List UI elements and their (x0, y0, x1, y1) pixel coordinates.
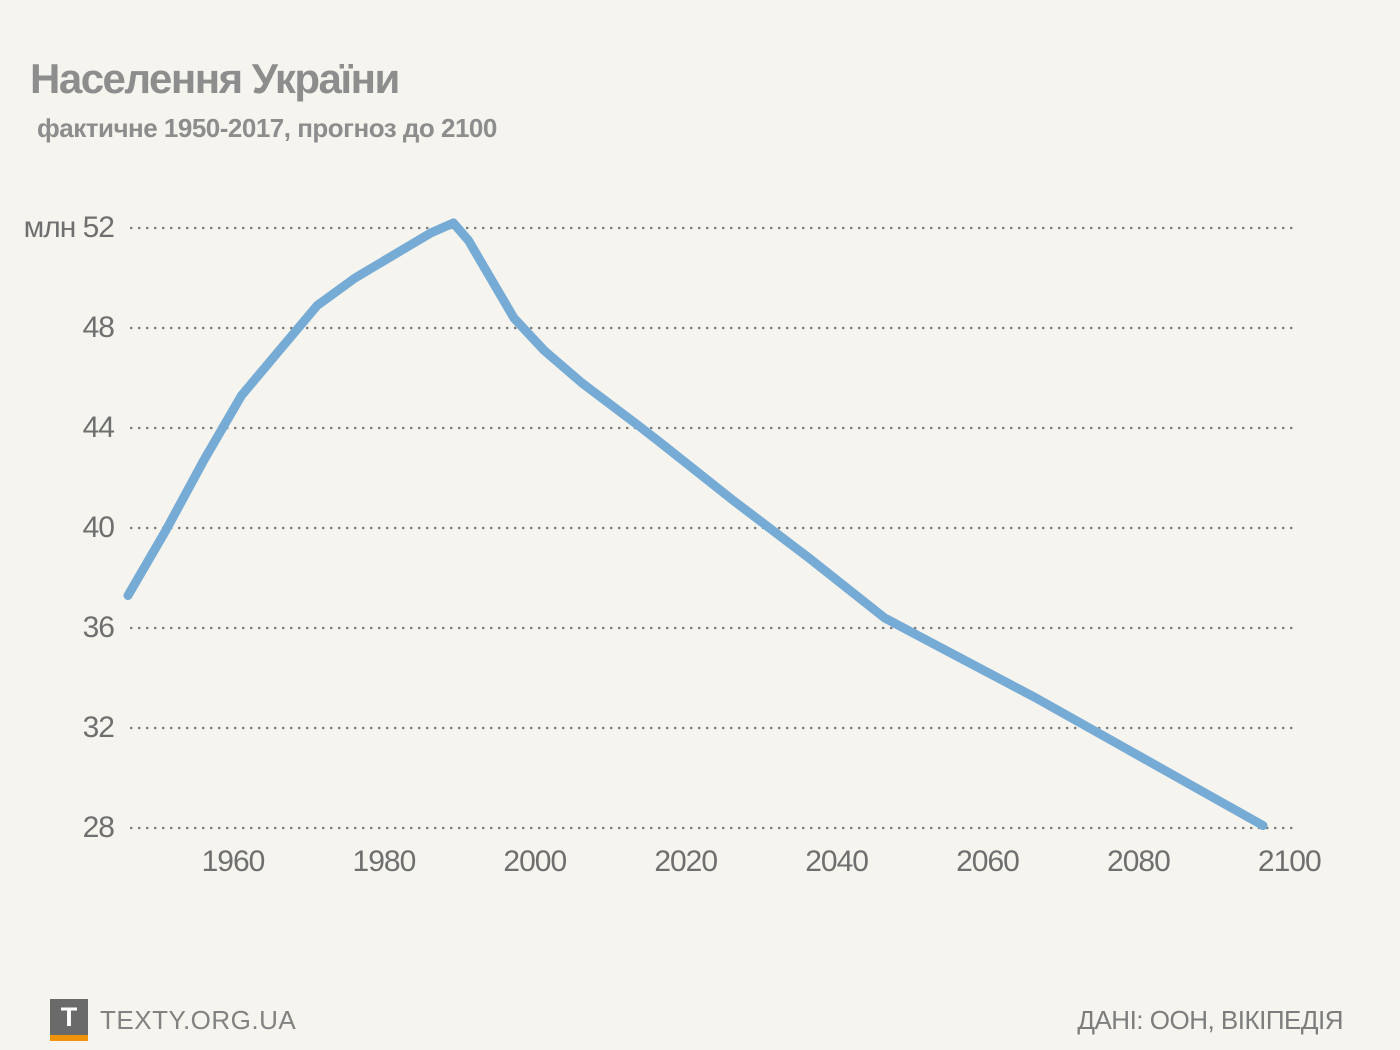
page-title: Населення України (30, 55, 400, 102)
y-tick-label: 44 (82, 411, 115, 444)
data-source-note: ДАНІ: ООН, ВІКІПЕДІЯ (1077, 1005, 1343, 1035)
y-tick-label: 48 (82, 311, 115, 344)
page-subtitle: фактичне 1950-2017, прогноз до 2100 (37, 113, 497, 143)
x-tick-label: 1960 (201, 845, 266, 878)
x-tick-label: 2080 (1107, 845, 1171, 878)
y-tick-label: млн 52 (23, 211, 115, 244)
y-tick-label: 36 (82, 611, 115, 644)
x-tick-label: 2100 (1257, 845, 1322, 878)
site-name: TEXTY.ORG.UA (100, 1005, 297, 1035)
x-tick-label: 2020 (654, 845, 718, 878)
y-tick-label: 28 (82, 811, 115, 844)
x-tick-label: 1980 (352, 845, 417, 878)
texty-logo: T (50, 999, 88, 1041)
y-tick-label: 32 (82, 711, 115, 744)
x-tick-label: 2040 (805, 845, 869, 878)
x-tick-label: 2060 (956, 845, 1020, 878)
y-tick-label: 40 (82, 511, 115, 544)
population-line (123, 218, 1268, 830)
texty-logo-letter-icon: T (60, 1002, 78, 1032)
x-tick-label: 2000 (503, 845, 567, 878)
